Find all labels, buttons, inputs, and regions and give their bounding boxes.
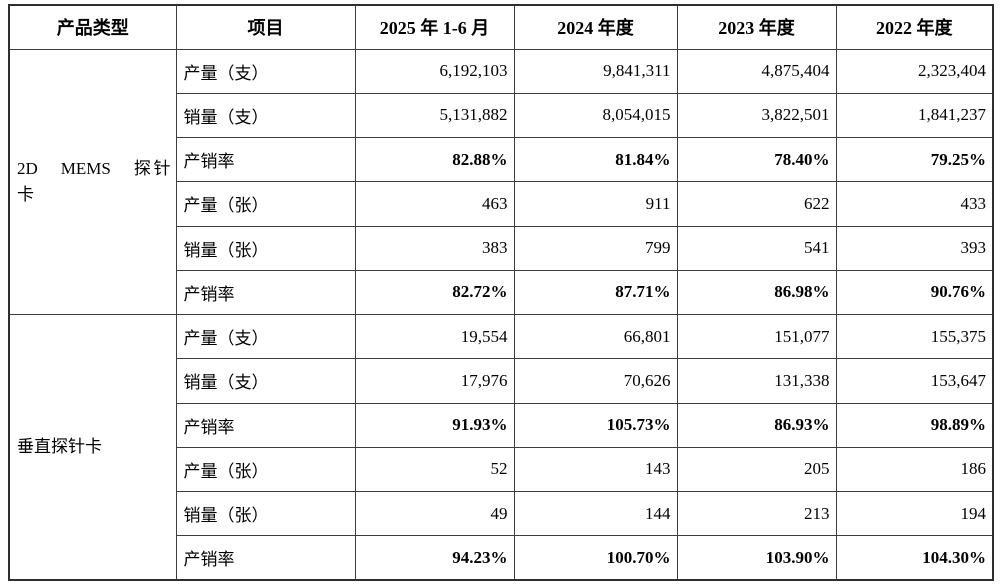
value-cell: 86.93% <box>676 402 837 448</box>
value-cell: 98.89% <box>835 402 994 448</box>
row-label: 产量（张） <box>175 446 356 493</box>
value-cell: 100.70% <box>513 535 678 581</box>
table-row: 2D MEMS 探针卡 产量（支） 6,192,103 9,841,311 4,… <box>8 48 994 315</box>
value-cell: 194 <box>835 490 994 537</box>
value-cell: 799 <box>513 225 678 271</box>
table-row: 销量（支） 17,976 70,626 131,338 153,647 <box>9 358 994 404</box>
table-row: 垂直探针卡 产量（支） 19,554 66,801 151,077 155,37… <box>8 313 994 581</box>
row-label: 产销率 <box>175 269 356 316</box>
value-cell: 105.73% <box>513 402 678 448</box>
table-row: 销量（张） 383 799 541 393 <box>9 225 994 271</box>
value-cell: 78.40% <box>676 136 837 183</box>
row-label: 产销率 <box>175 136 356 183</box>
value-cell: 622 <box>676 181 837 227</box>
value-cell: 52 <box>354 446 515 493</box>
value-cell: 49 <box>354 490 515 537</box>
value-cell: 82.72% <box>354 269 515 316</box>
value-cell: 186 <box>835 446 994 493</box>
value-cell: 86.98% <box>676 269 837 316</box>
col-header-2024: 2024 年度 <box>513 4 678 50</box>
row-label: 销量（张） <box>175 490 356 537</box>
value-cell: 82.88% <box>354 136 515 183</box>
value-cell: 6,192,103 <box>354 48 515 94</box>
row-label: 产量（张） <box>175 181 356 227</box>
row-label: 销量（张） <box>175 225 356 271</box>
header-row: 产品类型 项目 2025 年 1-6 月 2024 年度 2023 年度 202… <box>8 4 994 50</box>
value-cell: 104.30% <box>835 535 994 581</box>
value-cell: 151,077 <box>676 313 837 360</box>
row-label: 产销率 <box>175 535 356 581</box>
value-cell: 9,841,311 <box>513 48 678 94</box>
value-cell: 8,054,015 <box>513 92 678 139</box>
table-row: 销量（支） 5,131,882 8,054,015 3,822,501 1,84… <box>9 92 994 139</box>
value-cell: 541 <box>676 225 837 271</box>
value-cell: 144 <box>513 490 678 537</box>
value-cell: 70,626 <box>513 358 678 404</box>
row-label: 产量（支） <box>175 48 356 94</box>
value-cell: 153,647 <box>835 358 994 404</box>
value-cell: 393 <box>835 225 994 271</box>
value-cell: 911 <box>513 181 678 227</box>
table-row-ratio: 产销率 94.23% 100.70% 103.90% 104.30% <box>9 535 994 581</box>
col-header-2025: 2025 年 1-6 月 <box>354 4 515 50</box>
value-cell: 94.23% <box>354 535 515 581</box>
product-type-cell-vertical: 垂直探针卡 <box>8 314 177 581</box>
row-label: 销量（支） <box>175 92 356 139</box>
value-cell: 19,554 <box>354 313 515 360</box>
value-cell: 205 <box>676 446 837 493</box>
value-cell: 17,976 <box>354 358 515 404</box>
table-row-ratio: 产销率 82.88% 81.84% 78.40% 79.25% <box>9 136 994 183</box>
value-cell: 4,875,404 <box>676 48 837 94</box>
row-label: 产量（支） <box>175 313 356 360</box>
value-cell: 433 <box>835 181 994 227</box>
table-row-ratio: 产销率 82.72% 87.71% 86.98% 90.76% <box>9 269 994 316</box>
col-header-2023: 2023 年度 <box>676 4 837 50</box>
product-type-cell-2d-mems: 2D MEMS 探针卡 <box>8 48 177 315</box>
value-cell: 1,841,237 <box>835 92 994 139</box>
value-cell: 81.84% <box>513 136 678 183</box>
value-cell: 3,822,501 <box>676 92 837 139</box>
col-header-product-type: 产品类型 <box>8 4 177 50</box>
value-cell: 90.76% <box>835 269 994 316</box>
value-cell: 66,801 <box>513 313 678 360</box>
row-label: 产销率 <box>175 402 356 448</box>
production-sales-table: 产品类型 项目 2025 年 1-6 月 2024 年度 2023 年度 202… <box>8 4 994 581</box>
table-row: 产量（张） 463 911 622 433 <box>9 181 994 227</box>
col-header-item: 项目 <box>175 4 356 50</box>
value-cell: 155,375 <box>835 313 994 360</box>
table-row: 销量（张） 49 144 213 194 <box>9 490 994 537</box>
value-cell: 131,338 <box>676 358 837 404</box>
value-cell: 103.90% <box>676 535 837 581</box>
value-cell: 5,131,882 <box>354 92 515 139</box>
value-cell: 143 <box>513 446 678 493</box>
value-cell: 383 <box>354 225 515 271</box>
value-cell: 91.93% <box>354 402 515 448</box>
value-cell: 213 <box>676 490 837 537</box>
value-cell: 87.71% <box>513 269 678 316</box>
value-cell: 463 <box>354 181 515 227</box>
col-header-2022: 2022 年度 <box>835 4 994 50</box>
value-cell: 2,323,404 <box>835 48 994 94</box>
value-cell: 79.25% <box>835 136 994 183</box>
row-label: 销量（支） <box>175 358 356 404</box>
